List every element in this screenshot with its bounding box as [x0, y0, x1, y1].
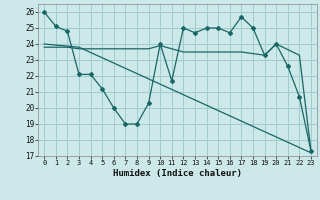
- X-axis label: Humidex (Indice chaleur): Humidex (Indice chaleur): [113, 169, 242, 178]
